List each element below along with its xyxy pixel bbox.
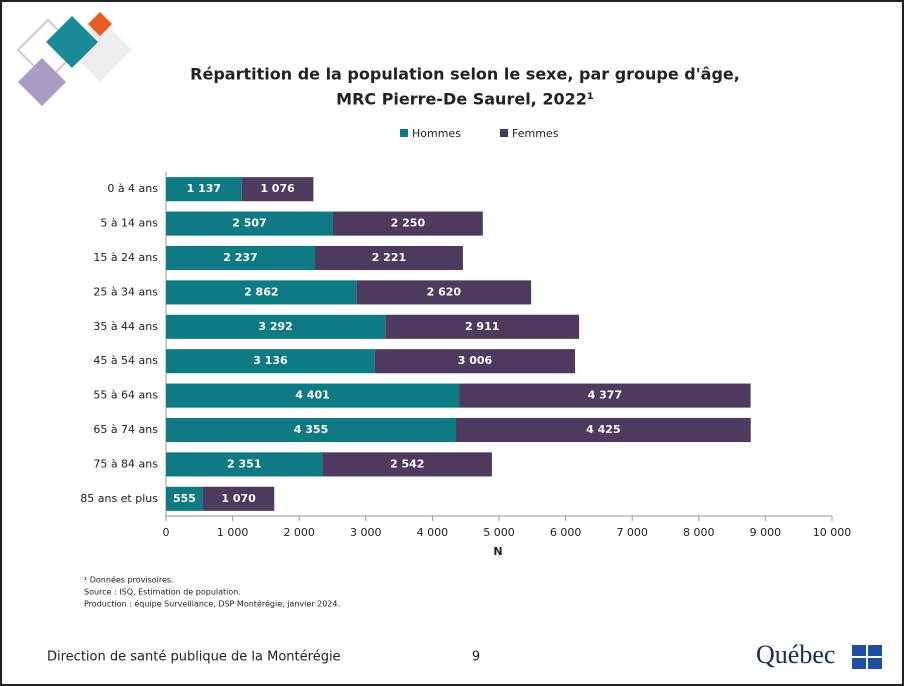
bar-value-label: 2 911 xyxy=(465,320,499,333)
x-tick-label: 4 000 xyxy=(417,526,449,539)
bar xyxy=(166,177,242,202)
x-tick-label: 7 000 xyxy=(616,526,648,539)
logo-flag xyxy=(852,645,882,669)
bar xyxy=(356,280,532,305)
y-tick-label: 85 ans et plus xyxy=(80,492,158,505)
x-axis-label: N xyxy=(493,545,502,558)
x-tick-label: 0 xyxy=(163,526,170,539)
bar-value-label: 4 425 xyxy=(586,423,620,436)
legend-swatch xyxy=(500,129,508,137)
bar xyxy=(385,314,580,339)
bar xyxy=(314,245,463,271)
bar xyxy=(459,383,751,408)
bar-value-label: 3 292 xyxy=(258,320,292,333)
y-tick-label: 0 à 4 ans xyxy=(107,182,158,195)
x-tick-label: 9 000 xyxy=(750,526,782,539)
x-tick-label: 5 000 xyxy=(483,526,515,539)
bar xyxy=(166,417,457,443)
decoration xyxy=(16,12,132,106)
y-tick-label: 15 à 24 ans xyxy=(93,251,158,264)
bar xyxy=(166,211,333,236)
page-number: 9 xyxy=(472,650,480,665)
logo: Québec xyxy=(756,640,835,669)
x-tick-label: 2 000 xyxy=(283,526,315,539)
x-tick-label: 6 000 xyxy=(550,526,582,539)
legend-label: Femmes xyxy=(512,127,559,140)
bar-value-label: 4 355 xyxy=(294,423,328,436)
chart-title: Répartition de la population selon le se… xyxy=(190,65,740,84)
y-tick-label: 25 à 34 ans xyxy=(93,285,158,298)
footer-text: Direction de santé publique de la Montér… xyxy=(47,650,341,665)
x-tick-label: 1 000 xyxy=(217,526,249,539)
note: Source : ISQ, Estimation de population. xyxy=(84,588,241,597)
x-tick-label: 8 000 xyxy=(683,526,715,539)
bar xyxy=(166,349,375,374)
bar-value-label: 4 377 xyxy=(588,389,622,402)
bar xyxy=(456,417,751,443)
bar-value-label: 3 136 xyxy=(253,354,288,367)
bar xyxy=(202,486,275,511)
bar-value-label: 555 xyxy=(173,492,196,505)
bar-value-label: 2 237 xyxy=(223,251,257,264)
bar-value-label: 2 507 xyxy=(232,217,266,230)
chart-title: MRC Pierre-De Saurel, 2022¹ xyxy=(336,90,594,109)
bar xyxy=(332,211,483,236)
y-tick-label: 35 à 44 ans xyxy=(93,320,158,333)
bar-value-label: 2 862 xyxy=(244,285,278,298)
legend-label: Hommes xyxy=(412,127,461,140)
note: Production : équipe Surveillance, DSP Mo… xyxy=(84,599,340,609)
bar xyxy=(322,452,492,477)
bar-value-label: 4 401 xyxy=(295,389,329,402)
bar-value-label: 3 006 xyxy=(458,354,493,367)
bar xyxy=(241,177,314,202)
bar xyxy=(166,245,315,271)
bar xyxy=(166,452,323,477)
bar xyxy=(166,383,460,408)
bar-value-label: 2 542 xyxy=(390,457,424,470)
y-tick-label: 75 à 84 ans xyxy=(93,457,158,470)
bar-value-label: 2 250 xyxy=(391,217,426,230)
bar-value-label: 2 221 xyxy=(372,251,406,264)
bar xyxy=(374,349,576,374)
bar-value-label: 1 070 xyxy=(221,492,256,505)
bar xyxy=(166,314,386,339)
legend-swatch xyxy=(400,129,408,137)
x-tick-label: 10 000 xyxy=(813,526,852,539)
bar-value-label: 1 137 xyxy=(187,182,221,195)
note: ¹ Données provisoires. xyxy=(84,575,174,585)
y-tick-label: 45 à 54 ans xyxy=(93,354,158,367)
y-tick-label: 5 à 14 ans xyxy=(100,217,158,230)
x-tick-label: 3 000 xyxy=(350,526,382,539)
y-tick-label: 55 à 64 ans xyxy=(93,389,158,402)
bar-value-label: 2 351 xyxy=(227,457,261,470)
bar-value-label: 2 620 xyxy=(427,285,462,298)
y-tick-label: 65 à 74 ans xyxy=(93,423,158,436)
bar xyxy=(166,486,203,511)
bar xyxy=(166,280,357,305)
bar-value-label: 1 076 xyxy=(260,182,295,195)
